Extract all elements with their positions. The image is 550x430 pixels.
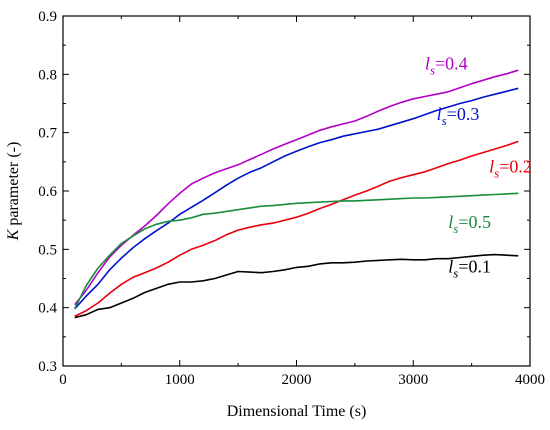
y-axis-title: K parameter (-) (5, 142, 22, 242)
y-tick-label: 0.8 (38, 67, 57, 83)
series-labels: ls=0.1ls=0.2ls=0.3ls=0.4ls=0.5 (425, 54, 532, 281)
series-label-1: ls=0.2 (489, 156, 532, 180)
series-label-symbol: l (448, 212, 453, 232)
series-label-subscript: s (494, 165, 499, 180)
y-axis-title-text: parameter (-) (5, 142, 22, 230)
series-line-0 (74, 253, 519, 319)
y-tick-label: 0.9 (38, 9, 57, 25)
series-label-value: =0.1 (458, 257, 491, 277)
series-lines (73, 69, 519, 319)
y-tick-label: 0.4 (38, 301, 57, 317)
y-tick-label: 0.5 (38, 242, 57, 258)
series-label-symbol: l (448, 257, 453, 277)
series-label-3: ls=0.4 (425, 54, 468, 78)
series-line-2 (74, 87, 519, 310)
series-label-symbol: l (489, 156, 494, 176)
series-label-subscript: s (430, 63, 435, 78)
series-label-value: =0.5 (458, 212, 491, 232)
x-axis-title: Dimensional Time (s) (227, 403, 367, 420)
series-line-4 (73, 192, 519, 310)
series-label-subscript: s (442, 113, 447, 128)
x-tick-label: 3000 (398, 372, 428, 388)
y-axis-title-symbol: K (5, 228, 22, 241)
series-label-symbol: l (425, 54, 430, 74)
x-tick-label: 1000 (165, 372, 195, 388)
series-label-value: =0.3 (447, 104, 480, 124)
x-tick-label: 4000 (515, 372, 545, 388)
x-tick-label: 0 (59, 372, 67, 388)
axes: 0 1000 2000 3000 4000 0.3 0.4 0.5 0.6 0.7 0.8 0.9 (38, 9, 545, 388)
series-label-value: =0.2 (499, 156, 532, 176)
series-label-4: ls=0.5 (448, 212, 491, 236)
series-label-value: =0.4 (435, 54, 468, 74)
y-tick-label: 0.7 (38, 126, 57, 142)
y-tick-label: 0.6 (38, 184, 57, 200)
y-tick-label: 0.3 (38, 359, 57, 375)
series-label-0: ls=0.1 (448, 257, 491, 281)
series-label-2: ls=0.3 (437, 104, 480, 128)
series-label-symbol: l (437, 104, 442, 124)
x-tick-label: 2000 (282, 372, 312, 388)
series-line-1 (74, 140, 519, 318)
series-label-subscript: s (453, 266, 458, 281)
series-line-3 (74, 69, 519, 306)
series-label-subscript: s (453, 221, 458, 236)
